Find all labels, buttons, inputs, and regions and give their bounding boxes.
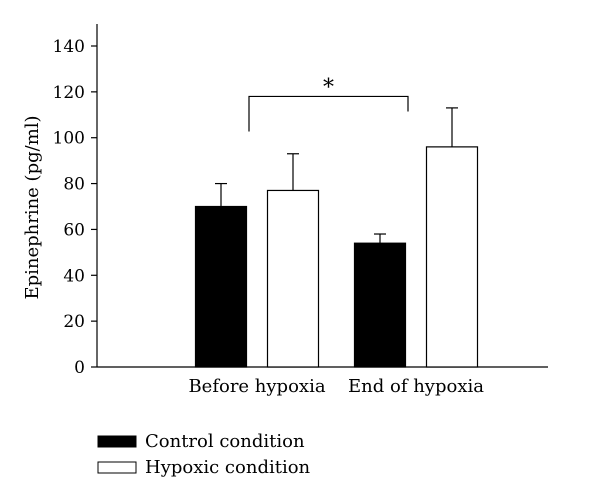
y-tick-label: 40	[63, 266, 85, 286]
bar	[194, 205, 248, 368]
bar	[353, 242, 407, 368]
legend-swatch	[97, 461, 137, 474]
bars	[194, 107, 479, 368]
x-category-label: Before hypoxia	[188, 376, 325, 397]
legend-label: Control condition	[145, 431, 305, 452]
y-tick-label: 0	[74, 358, 85, 378]
y-tick-label: 60	[63, 220, 85, 240]
significance-bracket	[248, 95, 409, 132]
y-tick-label: 80	[63, 175, 85, 195]
bar	[425, 146, 479, 368]
y-tick-label: 140	[53, 37, 85, 57]
y-axis-title: Epinephrine (pg/ml)	[22, 115, 43, 299]
y-tick-label: 120	[53, 83, 85, 103]
y-tick-label: 20	[63, 312, 85, 332]
bar	[266, 189, 320, 368]
y-tick-label: 100	[53, 129, 85, 149]
annotations: *	[248, 75, 409, 132]
legend-label: Hypoxic condition	[145, 457, 311, 478]
legend-swatch	[97, 435, 137, 448]
significance-label: *	[323, 75, 334, 100]
x-category-label: End of hypoxia	[348, 376, 484, 397]
axes: 0 20 40 60 80 100 120 140 Epinephrine (pg/ml) Bef…	[22, 24, 548, 397]
legend: Control condition Hypoxic condition	[97, 431, 311, 478]
